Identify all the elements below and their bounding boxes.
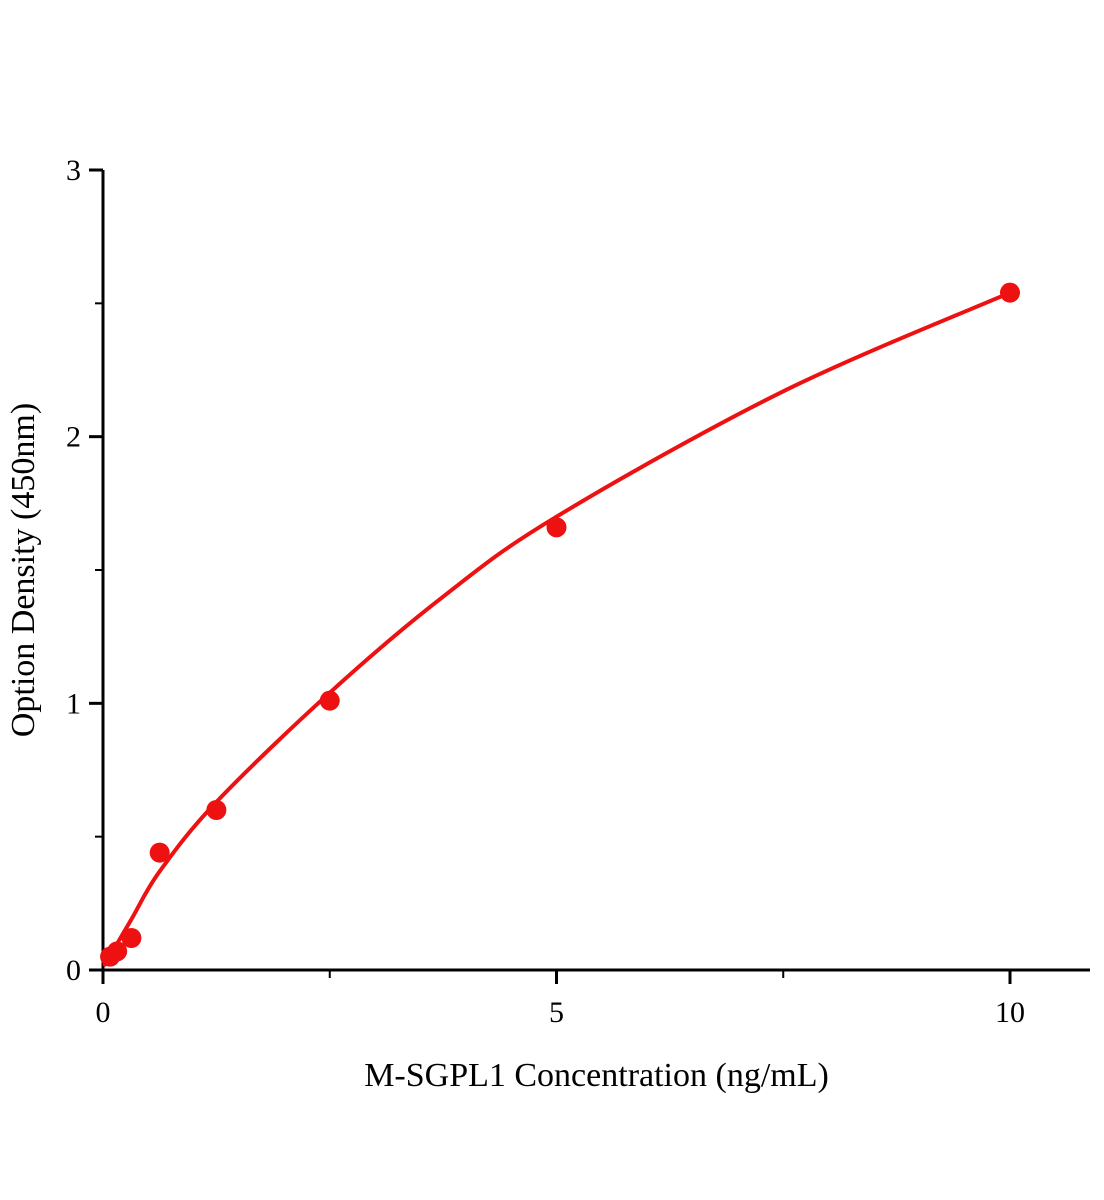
data-point [121,928,142,948]
data-point [546,517,567,538]
data-point [206,800,227,820]
data-point [319,690,340,711]
y-tick-label: 2 [66,421,81,454]
data-point [1000,282,1020,303]
fit-curve [102,290,1012,967]
y-tick-label: 0 [66,954,81,987]
data-point [107,941,128,962]
data-point [149,842,170,863]
y-tick-label: 3 [66,154,81,187]
x-tick-label: 10 [995,996,1025,1029]
x-axis-title: M-SGPL1 Concentration (ng/mL) [364,1057,829,1094]
x-tick-label: 5 [549,996,564,1029]
x-tick-label: 0 [96,996,111,1029]
y-axis-title: Option Density (450nm) [5,403,42,737]
y-tick-label: 1 [66,687,81,720]
